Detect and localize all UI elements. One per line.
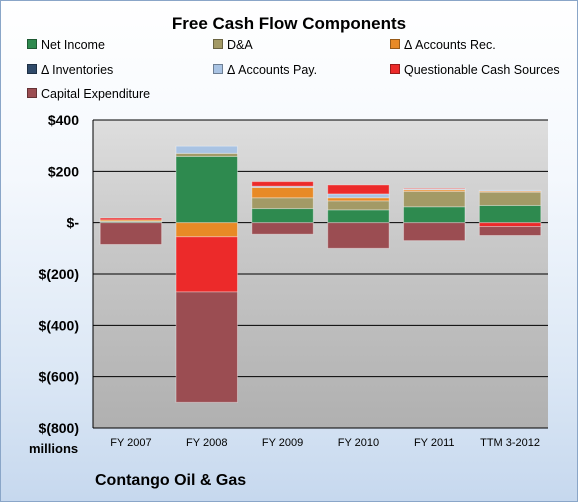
legend-swatch (390, 39, 400, 49)
legend-label: Net Income (41, 38, 105, 52)
legend-swatch (27, 39, 37, 49)
bar-segment (175, 236, 238, 293)
bar-segment (327, 200, 390, 211)
legend-item-questionable-cash: Questionable Cash Sources (390, 63, 560, 77)
legend-swatch (213, 64, 223, 74)
unit-label: millions (29, 441, 79, 456)
bar-segment (403, 190, 466, 208)
x-tick-label: TTM 3-2012 (480, 437, 540, 449)
bar-segment (478, 226, 542, 236)
legend-label: Δ Inventories (41, 63, 114, 77)
bar-segment (251, 181, 314, 187)
bar-segment (327, 193, 390, 199)
bar-segment (175, 145, 238, 154)
bar-segment (175, 291, 238, 403)
legend-item-da: D&A (213, 38, 253, 52)
legend-item-accounts-pay: Δ Accounts Pay. (213, 63, 317, 77)
y-tick-label: $(600) (39, 369, 79, 385)
chart-title: Free Cash Flow Components (171, 14, 407, 33)
y-tick-label: $(200) (39, 266, 79, 282)
legend-item-capex: Capital Expenditure (27, 87, 150, 101)
x-tick-label: FY 2010 (338, 437, 379, 449)
legend-label: Questionable Cash Sources (404, 63, 560, 77)
bar-segment (175, 152, 238, 157)
bar-segment (99, 217, 163, 221)
legend: Net Income D&A Δ Accounts Rec. Δ Invento… (0, 0, 578, 110)
bar-segment (175, 222, 238, 238)
bar-segment (478, 189, 542, 192)
legend-swatch (27, 88, 37, 98)
legend-item-inventories: Δ Inventories (27, 63, 113, 77)
legend-label: Δ Accounts Pay. (227, 63, 318, 77)
bar-segment (175, 155, 238, 224)
x-tick-label: FY 2007 (110, 437, 151, 449)
legend-item-accounts-rec: Δ Accounts Rec. (390, 38, 496, 52)
bar-segment (251, 197, 314, 210)
legend-item-net-income: Net Income (27, 38, 105, 52)
bar-segment (99, 219, 163, 222)
bar-segment (327, 184, 390, 195)
y-tick-label: $(400) (39, 317, 79, 333)
y-tick-label: $(800) (39, 420, 79, 436)
bar-segment (478, 204, 542, 224)
legend-label: D&A (227, 38, 253, 52)
legend-swatch (390, 64, 400, 74)
legend-label: Capital Expenditure (41, 87, 151, 101)
x-tick-label: FY 2009 (262, 437, 303, 449)
bar-segment (251, 187, 314, 199)
x-tick-label: FY 2011 (414, 437, 455, 449)
x-tick-label: FY 2008 (186, 437, 227, 449)
bar-segment (327, 209, 390, 224)
bar-segment (99, 222, 163, 245)
y-tick-label: $400 (48, 112, 79, 128)
y-tick-label: $- (67, 215, 80, 231)
bar-segment (251, 222, 314, 235)
bar-segment (403, 206, 466, 224)
bar-segment (327, 222, 390, 249)
y-tick-label: $200 (48, 163, 79, 179)
bar-segment (403, 222, 466, 242)
legend-label: Δ Accounts Rec. (404, 38, 496, 52)
legend-swatch (27, 64, 37, 74)
bar-segment (478, 222, 542, 228)
bar-segment (251, 208, 314, 224)
bar-segment (403, 188, 466, 190)
legend-swatch (213, 39, 223, 49)
company-name: Contango Oil & Gas (95, 472, 247, 489)
bar-segment (478, 191, 542, 206)
